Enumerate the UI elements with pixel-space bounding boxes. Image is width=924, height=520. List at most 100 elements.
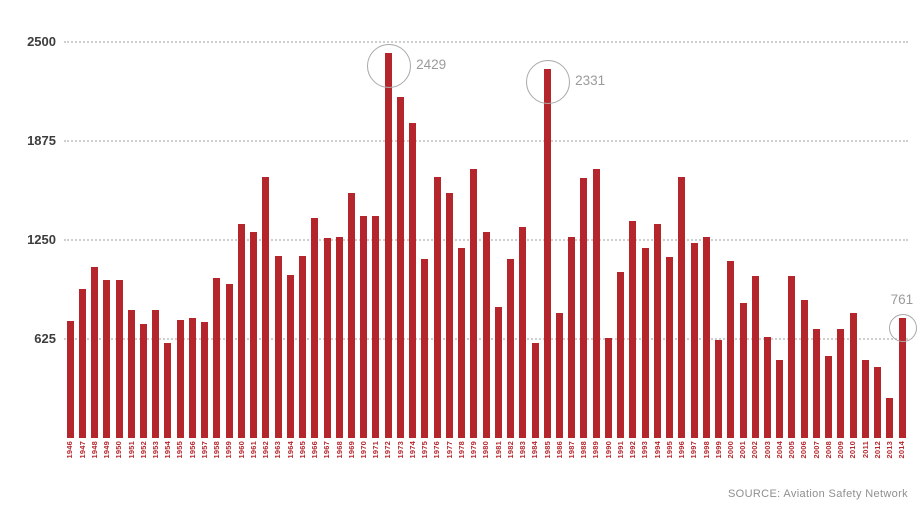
bar-1967 [323, 238, 331, 438]
x-tick-label-1951: 1951 [126, 441, 136, 459]
bar-1960 [237, 224, 245, 438]
bar-2004 [776, 360, 784, 438]
bar-slot-2003 [761, 42, 773, 438]
x-tick-slot-1950: 1950 [113, 441, 125, 479]
x-tick-slot-2011: 2011 [859, 441, 871, 479]
bar-1953 [152, 309, 160, 438]
bar-1987 [568, 236, 576, 438]
bar-1988 [580, 178, 588, 438]
bar-slot-1977 [443, 42, 455, 438]
bar-1992 [629, 221, 637, 438]
x-tick-slot-1987: 1987 [566, 441, 578, 479]
x-tick-slot-2001: 2001 [737, 441, 749, 479]
x-tick-slot-1968: 1968 [333, 441, 345, 479]
x-tick-label-1958: 1958 [212, 441, 222, 459]
x-tick-slot-1970: 1970 [358, 441, 370, 479]
bar-1964 [286, 274, 294, 438]
bar-slot-2013 [884, 42, 896, 438]
x-tick-label-1947: 1947 [77, 441, 87, 459]
bar-1972 [384, 53, 392, 438]
bar-slot-2004 [774, 42, 786, 438]
bar-slot-1976 [431, 42, 443, 438]
x-tick-slot-1995: 1995 [663, 441, 675, 479]
x-tick-label-1965: 1965 [297, 441, 307, 459]
bar-1973 [396, 97, 404, 438]
x-tick-slot-1951: 1951 [125, 441, 137, 479]
x-tick-label-1992: 1992 [628, 441, 638, 459]
x-tick-slot-2002: 2002 [749, 441, 761, 479]
x-tick-slot-2014: 2014 [896, 441, 908, 479]
x-tick-label-1957: 1957 [199, 441, 209, 459]
x-tick-slot-1979: 1979 [468, 441, 480, 479]
bar-1993 [641, 247, 649, 438]
x-tick-label-1994: 1994 [652, 441, 662, 459]
bar-slot-1997 [688, 42, 700, 438]
bar-slot-1984 [529, 42, 541, 438]
bar-2001 [739, 303, 747, 438]
x-tick-slot-1956: 1956 [186, 441, 198, 479]
bar-slot-2007 [810, 42, 822, 438]
x-tick-slot-1954: 1954 [162, 441, 174, 479]
x-tick-label-1967: 1967 [322, 441, 332, 459]
x-tick-slot-1949: 1949 [101, 441, 113, 479]
x-tick-slot-1953: 1953 [150, 441, 162, 479]
x-tick-slot-1977: 1977 [443, 441, 455, 479]
bar-2013 [886, 398, 894, 438]
x-tick-slot-1982: 1982 [504, 441, 516, 479]
bar-1966 [311, 217, 319, 438]
bar-slot-1986 [553, 42, 565, 438]
x-tick-slot-1957: 1957 [199, 441, 211, 479]
bar-slot-1992 [627, 42, 639, 438]
bar-1996 [678, 176, 686, 438]
bar-slot-1996 [676, 42, 688, 438]
bar-slot-1974 [407, 42, 419, 438]
x-tick-slot-1948: 1948 [88, 441, 100, 479]
x-tick-label-1950: 1950 [114, 441, 124, 459]
x-tick-slot-2000: 2000 [725, 441, 737, 479]
bar-1957 [201, 322, 209, 438]
bar-1976 [433, 176, 441, 438]
x-tick-label-1966: 1966 [310, 441, 320, 459]
x-tick-label-1984: 1984 [530, 441, 540, 459]
bar-slot-1951 [125, 42, 137, 438]
x-tick-label-1946: 1946 [65, 441, 75, 459]
y-tick-label-2500: 2500 [27, 34, 56, 49]
bar-2006 [800, 300, 808, 438]
bar-slot-1952 [137, 42, 149, 438]
x-tick-label-1973: 1973 [395, 441, 405, 459]
x-tick-slot-1962: 1962 [260, 441, 272, 479]
x-tick-slot-1969: 1969 [345, 441, 357, 479]
bar-slot-2010 [847, 42, 859, 438]
bar-slot-2008 [823, 42, 835, 438]
bar-slot-1988 [578, 42, 590, 438]
x-tick-slot-1985: 1985 [541, 441, 553, 479]
x-tick-label-1983: 1983 [518, 441, 528, 459]
bar-1970 [360, 216, 368, 438]
bar-1948 [91, 266, 99, 438]
bar-slot-2000 [725, 42, 737, 438]
x-tick-slot-2004: 2004 [774, 441, 786, 479]
bar-slot-1995 [663, 42, 675, 438]
x-tick-label-1978: 1978 [456, 441, 466, 459]
bar-slot-1949 [101, 42, 113, 438]
x-tick-label-2004: 2004 [774, 441, 784, 459]
bar-1978 [458, 247, 466, 438]
x-tick-slot-1961: 1961 [248, 441, 260, 479]
bar-slot-1985 [541, 42, 553, 438]
bar-slot-1960 [235, 42, 247, 438]
x-tick-label-1982: 1982 [505, 441, 515, 459]
x-tick-label-1949: 1949 [102, 441, 112, 459]
x-tick-slot-1989: 1989 [590, 441, 602, 479]
x-tick-slot-2006: 2006 [798, 441, 810, 479]
x-tick-label-1993: 1993 [640, 441, 650, 459]
bar-1950 [115, 279, 123, 438]
x-tick-label-1960: 1960 [236, 441, 246, 459]
x-tick-label-2006: 2006 [799, 441, 809, 459]
bar-1985 [543, 68, 551, 438]
bar-1958 [213, 278, 221, 438]
x-tick-label-1986: 1986 [554, 441, 564, 459]
x-tick-slot-1952: 1952 [137, 441, 149, 479]
bar-1968 [335, 236, 343, 438]
x-tick-label-1997: 1997 [689, 441, 699, 459]
